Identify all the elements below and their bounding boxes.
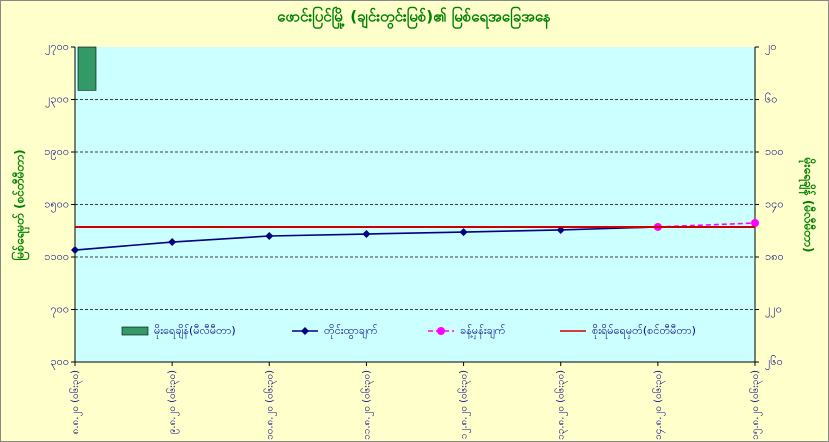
x-tick-label: ၈.၈.၂၀ (၀၆း၃၀) — [68, 370, 83, 434]
x-tick-label: ၁၄.၈.၂၀ (၀၆း၃၀) — [651, 370, 666, 440]
legend-label: မိုးရေချိန်(မီလီမီတာ) — [154, 324, 236, 339]
y-tick-label: ၃၀၀ — [50, 355, 69, 370]
point-marker — [751, 219, 759, 228]
x-tick-label: ၉.၈.၂၀ (၀၆း၃၀) — [165, 370, 180, 434]
x-tick-label: ၁၂.၈.၂၀ (၀၆း၃၀) — [457, 370, 472, 439]
y2-tick-label: ၁၀၀ — [765, 145, 784, 158]
point-marker — [459, 228, 468, 237]
y-tick-label: ၂၇၀၀ — [45, 40, 69, 55]
y2-tick-label: ၁၄၀ — [765, 198, 784, 213]
point-marker — [556, 225, 565, 234]
rain-bar — [77, 46, 97, 91]
y2-tick-label: ၁၈၀ — [765, 250, 784, 263]
legend-marker — [437, 327, 445, 335]
x-tick-label: ၁၃.၈.၂၀ (၀၆း၃၀) — [554, 370, 569, 440]
y-axis-title: မြစ်ရေမှတ် (စင်တီမီတာ) — [10, 149, 31, 260]
point-marker — [71, 246, 79, 255]
legend-label: တိုင်းထွာချက် — [324, 324, 378, 339]
x-tick-label: ၁၅.၈.၂၀ (၀၆း၃၀) — [748, 370, 763, 440]
legend-label: ခန့်မှန်းချက် — [460, 324, 506, 339]
legend-marker — [301, 327, 309, 335]
y-tick-label: ၂၃၀၀ — [45, 93, 69, 108]
y2-tick-label: ၂၀ — [765, 40, 777, 55]
point-marker — [362, 230, 371, 239]
y2-tick-label: ၆၀ — [765, 93, 777, 106]
x-tick-label: ၁၀.၈.၂၀ (၀၆း၃၀) — [262, 370, 277, 440]
legend-swatch — [121, 326, 149, 336]
y-tick-label: ၁၅၀၀ — [44, 198, 69, 213]
y2-tick-label: ၂၆၀ — [765, 355, 783, 370]
point-marker — [168, 238, 177, 247]
y-tick-label: ၁၉၀၀ — [44, 145, 69, 160]
y-tick-label: ၁၁၀၀ — [44, 250, 69, 263]
y2-tick-label: ၂၂၀ — [765, 303, 782, 318]
legend-label: စိုးရိမ်ရေမှတ်(စင်တီမီတာ) — [592, 324, 696, 339]
x-tick-label: ၁၁.၈.၂၀ (၀၆း၃၀) — [359, 370, 374, 440]
y2-axis-title: မိုးရေချိန် (မီလီမီတာ) — [798, 157, 818, 253]
y-tick-label: ၇၀၀ — [50, 303, 69, 318]
point-marker — [265, 232, 274, 240]
